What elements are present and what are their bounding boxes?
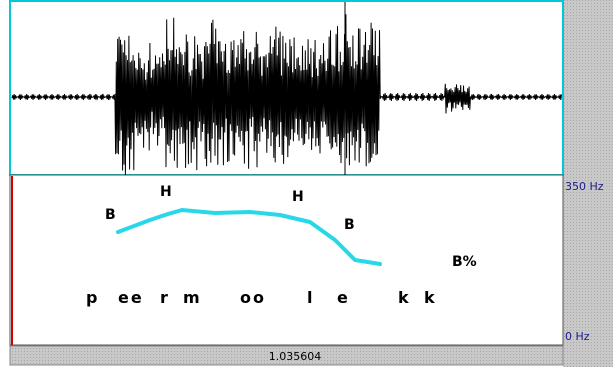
- status-bar: [9, 345, 564, 366]
- waveform: [11, 14, 562, 176]
- segment-label: p: [86, 288, 99, 307]
- segment-label: k: [398, 288, 411, 307]
- segment-label: ee: [118, 288, 144, 307]
- time-readout: 1.035604: [269, 350, 322, 363]
- segment-labels: p ee r m oo l e k k: [86, 288, 437, 307]
- waveform-path: [11, 14, 562, 176]
- segment-label: l: [307, 288, 314, 307]
- tone-labels: B H H B B%: [105, 184, 477, 270]
- segment-label: oo: [240, 288, 266, 307]
- tone-label: B%: [452, 254, 477, 270]
- segment-label: e: [337, 288, 350, 307]
- pitch-contour: [116, 208, 382, 266]
- hz-top: 350 Hz: [565, 180, 604, 193]
- tone-label: H: [292, 189, 304, 205]
- segment-label: r: [160, 288, 170, 307]
- side-strip: [563, 0, 613, 367]
- hz-bottom: 0 Hz: [565, 330, 590, 343]
- pitch-panel: [9, 174, 564, 346]
- tone-label: H: [160, 184, 172, 200]
- segment-label: k: [424, 288, 437, 307]
- segment-label: m: [183, 288, 202, 307]
- tone-label: B: [344, 217, 355, 233]
- tone-label: B: [105, 207, 116, 223]
